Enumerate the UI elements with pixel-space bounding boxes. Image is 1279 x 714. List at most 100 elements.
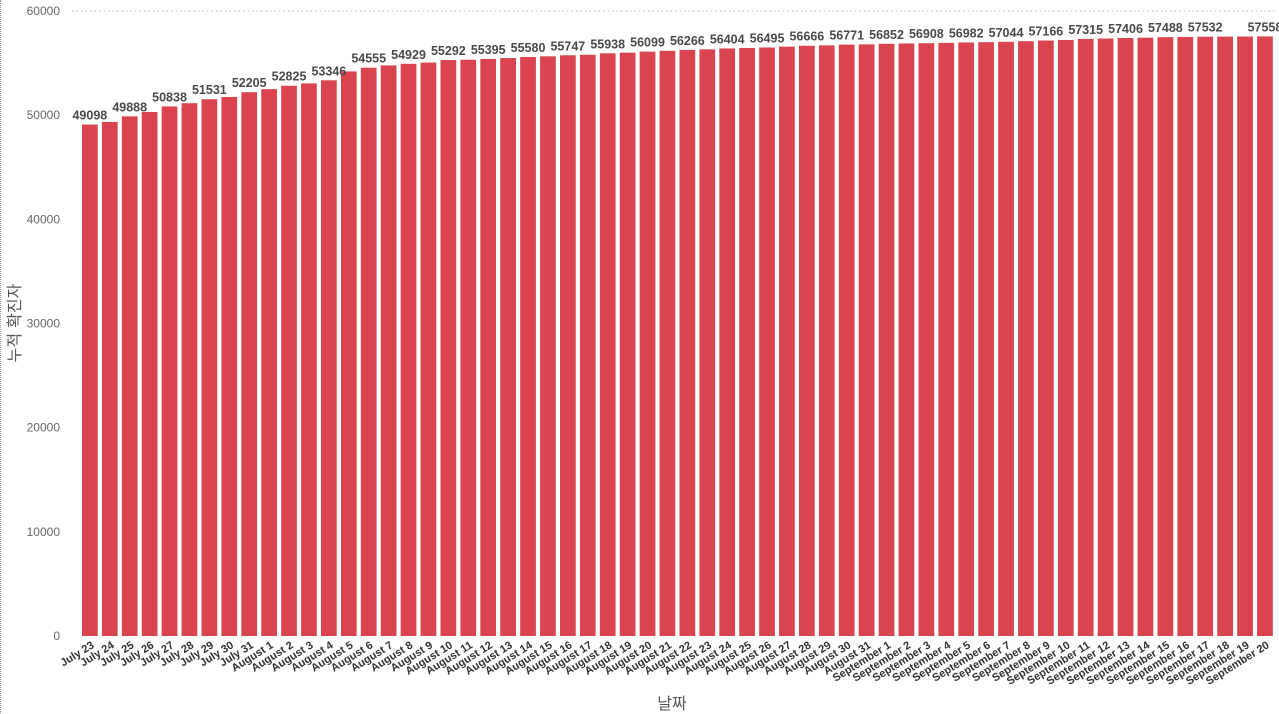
y-tick-label-5: 50000 (27, 108, 61, 122)
bar-29[interactable] (659, 50, 676, 637)
data-label-12: 53346 (311, 64, 346, 78)
data-label-2: 49888 (112, 100, 147, 114)
bar-43[interactable] (938, 42, 955, 637)
bar-55[interactable] (1177, 37, 1194, 637)
bar-22[interactable] (520, 57, 536, 637)
bar-3[interactable] (141, 112, 158, 637)
y-tick-label-1: 10000 (27, 525, 61, 539)
bar-42[interactable] (918, 43, 935, 636)
bar-7[interactable] (221, 96, 238, 636)
bar-2[interactable] (121, 116, 138, 636)
y-tick-label-2: 20000 (27, 421, 61, 435)
bar-38[interactable] (838, 44, 855, 636)
bar-46[interactable] (998, 41, 1014, 637)
data-label-22: 55580 (511, 41, 546, 55)
data-label-34: 56495 (750, 32, 785, 46)
data-labels-layer: 49098 49888 50838 51531 52205 52825 53346 54555… (72, 20, 1279, 122)
bar-54[interactable] (1157, 37, 1174, 637)
data-label-16: 54929 (391, 48, 426, 62)
bar-9[interactable] (261, 89, 277, 637)
bar-5[interactable] (181, 103, 198, 636)
bar-17[interactable] (420, 62, 437, 637)
bar-51[interactable] (1097, 38, 1114, 637)
bar-52[interactable] (1117, 38, 1134, 636)
data-label-6: 51531 (192, 83, 227, 97)
bar-49[interactable] (1057, 39, 1074, 636)
data-label-30: 56266 (670, 34, 705, 48)
data-label-56: 57532 (1188, 21, 1223, 35)
bar-19[interactable] (460, 59, 477, 636)
bar-53[interactable] (1137, 37, 1154, 637)
bar-18[interactable] (440, 60, 457, 637)
y-tick-label-3: 30000 (27, 317, 61, 331)
data-label-38: 56771 (829, 29, 864, 43)
bar-58[interactable] (1237, 36, 1253, 636)
data-label-36: 56666 (789, 30, 824, 44)
bar-23[interactable] (540, 56, 556, 637)
bar-39[interactable] (858, 44, 875, 636)
bar-50[interactable] (1077, 38, 1094, 637)
bar-16[interactable] (400, 63, 417, 636)
bar-27[interactable] (619, 52, 636, 637)
x-axis-title: 날짜 (657, 694, 687, 713)
bar-57[interactable] (1217, 36, 1233, 637)
bar-47[interactable] (1018, 41, 1034, 636)
bar-37[interactable] (818, 45, 835, 637)
data-label-46: 57044 (989, 26, 1024, 40)
bar-8[interactable] (241, 92, 258, 636)
left-frame-edge (0, 0, 1, 714)
data-label-52: 57406 (1108, 22, 1143, 36)
data-label-42: 56908 (909, 27, 944, 41)
data-label-50: 57315 (1068, 23, 1103, 37)
bar-13[interactable] (340, 71, 357, 637)
y-tick-label-4: 40000 (27, 212, 61, 226)
data-label-10: 52825 (272, 70, 307, 84)
bar-0[interactable] (82, 124, 98, 636)
bar-31[interactable] (699, 49, 716, 636)
data-label-4: 50838 (152, 90, 187, 104)
bar-20[interactable] (480, 58, 497, 637)
bar-44[interactable] (958, 42, 975, 636)
bar-1[interactable] (101, 121, 118, 636)
data-label-8: 52205 (232, 76, 267, 90)
bar-10[interactable] (281, 85, 297, 637)
y-axis-title: 누적 확진자 (5, 283, 24, 362)
data-label-48: 57166 (1028, 25, 1063, 39)
bar-30[interactable] (679, 49, 696, 636)
bar-26[interactable] (599, 53, 616, 637)
data-label-0: 49098 (72, 109, 107, 123)
bar-40[interactable] (878, 43, 895, 637)
bar-59[interactable] (1257, 36, 1273, 636)
bar-14[interactable] (360, 67, 377, 637)
y-tick-label-6: 60000 (27, 4, 61, 18)
bar-4[interactable] (161, 106, 178, 636)
bar-11[interactable] (301, 83, 317, 636)
bar-25[interactable] (579, 54, 596, 636)
bar-45[interactable] (978, 42, 994, 636)
bar-32[interactable] (719, 48, 736, 636)
bar-12[interactable] (321, 80, 337, 636)
bars-layer (82, 36, 1273, 637)
data-label-14: 54555 (351, 52, 386, 66)
data-label-20: 55395 (471, 43, 506, 57)
bar-21[interactable] (500, 58, 516, 636)
bar-36[interactable] (799, 45, 815, 637)
bar-56[interactable] (1197, 36, 1214, 636)
bar-48[interactable] (1038, 40, 1054, 636)
data-label-40: 56852 (869, 28, 904, 42)
bar-33[interactable] (739, 47, 755, 637)
data-label-18: 55292 (431, 44, 466, 58)
data-label-28: 56099 (630, 36, 665, 50)
bar-34[interactable] (759, 47, 775, 636)
bar-35[interactable] (779, 46, 795, 637)
bar-6[interactable] (201, 99, 218, 637)
bar-41[interactable] (898, 43, 915, 637)
bar-24[interactable] (560, 55, 576, 637)
bar-28[interactable] (639, 51, 656, 636)
bar-15[interactable] (380, 65, 397, 637)
data-label-59: 57558 (1248, 20, 1279, 34)
data-label-26: 55938 (590, 37, 625, 51)
data-label-54: 57488 (1148, 21, 1183, 35)
